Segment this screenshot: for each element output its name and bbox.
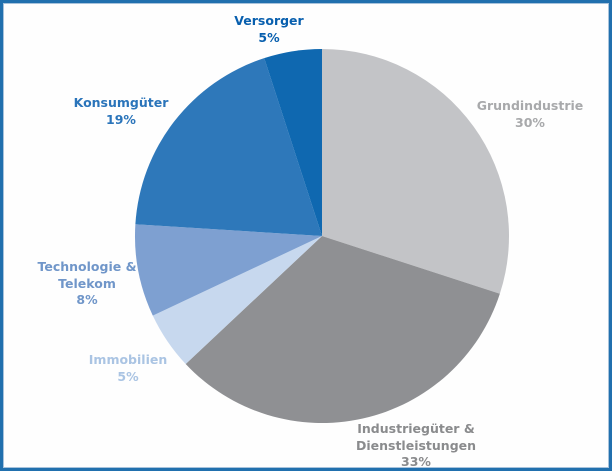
pie-slice-konsumguter [135,58,322,237]
pie-label-text: Dienstleistungen [355,437,477,453]
pie-chart [135,49,510,424]
pie-slice-grundindustrie [322,49,510,294]
pie-label-technologie-telekom: Technologie & Telekom 8% [38,259,137,309]
pie-slice-versorger [264,49,322,236]
pie-label-percent: 19% [106,111,136,127]
pie-label-text: Industriegüter & [357,421,475,436]
pie-label-versorger: Versorger 5% [234,13,303,46]
pie-label-text: Konsumgüter [73,95,169,110]
pie-label-percent: 30% [515,114,545,130]
pie-label-text: Versorger [234,13,304,28]
pie-slice-industrieguter-dienstleistungen [185,236,500,424]
pie-label-text: Technologie & [37,259,137,274]
pie-slice-immobilien [152,236,322,365]
pie-chart-area: Grundindustrie 30% Industriegüter & Dien… [3,3,609,468]
pie-label-text: Immobilien [88,352,168,367]
pie-label-percent: 33% [401,454,431,469]
pie-label-percent: 5% [258,29,280,45]
pie-label-konsumguter: Konsumgüter 19% [74,95,169,128]
pie-label-text: Grundindustrie [476,98,584,113]
pie-slice-technologie-telekom [135,224,322,316]
pie-label-text: Telekom [58,275,116,291]
pie-label-grundindustrie: Grundindustrie 30% [477,98,584,131]
pie-label-percent: 8% [76,292,98,307]
pie-label-industrieguter-dienstleistungen: Industriegüter & Dienstleistungen 33% [355,421,477,469]
pie-label-immobilien: Immobilien 5% [89,352,167,385]
pie-label-percent: 5% [117,368,139,384]
